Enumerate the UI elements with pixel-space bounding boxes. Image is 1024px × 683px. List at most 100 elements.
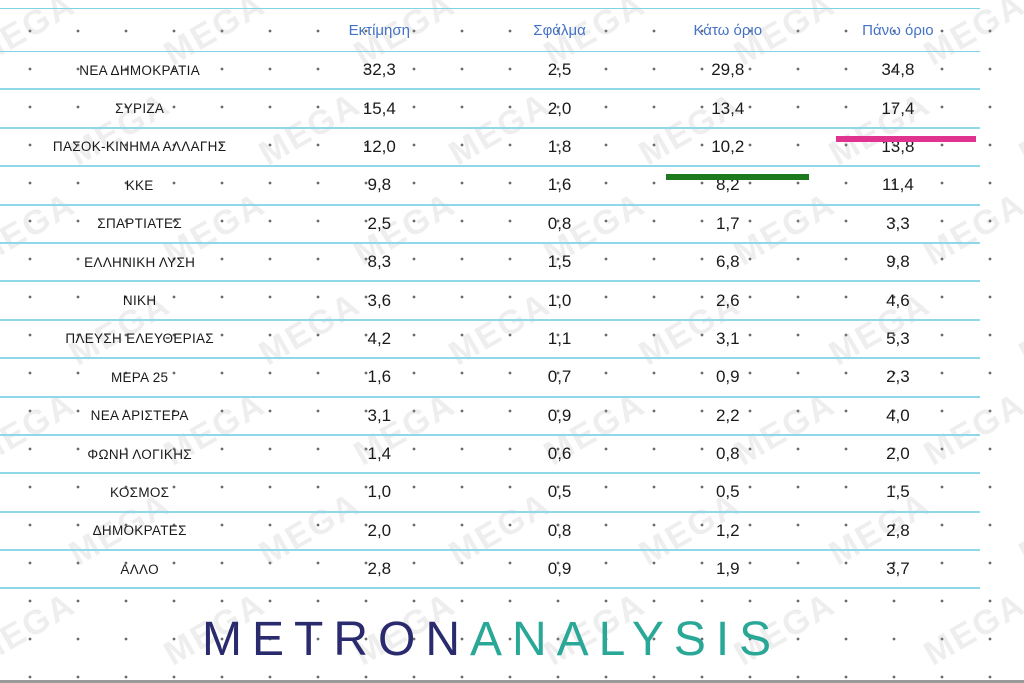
- error-cell: 0,9: [479, 550, 640, 590]
- party-cell: ΚΟΣΜΟΣ: [0, 473, 280, 513]
- error-cell: 1,6: [479, 166, 640, 206]
- error-cell: 0,8: [479, 204, 640, 244]
- lower-bound-cell: 3,1: [639, 319, 816, 360]
- table-row: ΑΛΛΟ 2,8 0,9 1,9 3,7: [0, 550, 980, 590]
- party-cell: ΝΙΚΗ: [0, 281, 280, 321]
- lower-bound-cell: 1,2: [639, 511, 816, 552]
- error-cell: 0,6: [479, 434, 640, 475]
- table-row: ΝΙΚΗ 3,6 1,0 2,6 4,6: [0, 281, 980, 321]
- table-row: ΚΟΣΜΟΣ 1,0 0,5 0,5 1,5: [0, 473, 980, 513]
- lower-bound-cell: 1,9: [639, 550, 816, 590]
- party-cell: ΠΑΣΟΚ-ΚΙΝΗΜΑ ΑΛΛΑΓΗΣ: [0, 127, 280, 168]
- header-upper-bound: Πάνω όριο: [815, 8, 980, 52]
- table-row: ΜΕΡΑ 25 1,6 0,7 0,9 2,3: [0, 358, 980, 398]
- party-cell: ΜΕΡΑ 25: [0, 358, 280, 398]
- table-row: ΝΕΑ ΑΡΙΣΤΕΡΑ 3,1 0,9 2,2 4,0: [0, 396, 980, 436]
- party-cell: ΣΥΡΙΖΑ: [0, 89, 280, 129]
- estimate-cell: 1,4: [279, 434, 480, 475]
- party-cell: ΝΕΑ ΑΡΙΣΤΕΡΑ: [0, 396, 280, 436]
- estimate-cell: 2,5: [279, 204, 480, 244]
- party-cell: ΝΕΑ ΔΗΜΟΚΡΑΤΙΑ: [0, 51, 280, 91]
- party-cell: ΕΛΛΗΝΙΚΗ ΛΥΣΗ: [0, 242, 280, 283]
- upper-bound-cell: 1,5: [815, 473, 980, 513]
- estimate-cell: 32,3: [279, 51, 480, 91]
- table-row: ΠΑΣΟΚ-ΚΙΝΗΜΑ ΑΛΛΑΓΗΣ 12,0 1,8 10,2 13,8: [0, 127, 980, 168]
- logo-analysis-text: ANALYSIS: [469, 613, 782, 666]
- lower-bound-cell: 2,6: [639, 281, 816, 321]
- upper-bound-cell: 17,4: [815, 89, 980, 129]
- estimate-cell: 9,8: [279, 166, 480, 206]
- upper-bound-cell: 4,6: [815, 281, 980, 321]
- upper-bound-cell: 11,4: [815, 166, 980, 206]
- error-cell: 0,7: [479, 358, 640, 398]
- table-row: ΕΛΛΗΝΙΚΗ ΛΥΣΗ 8,3 1,5 6,8 9,8: [0, 242, 980, 283]
- error-cell: 0,8: [479, 511, 640, 552]
- header-error: Σφάλμα: [479, 8, 640, 52]
- lower-bound-cell: 0,5: [639, 473, 816, 513]
- green-underline-marker: [666, 174, 809, 180]
- table-row: ΣΥΡΙΖΑ 15,4 2,0 13,4 17,4: [0, 89, 980, 129]
- table-row: ΣΠΑΡΤΙΑΤΕΣ 2,5 0,8 1,7 3,3: [0, 204, 980, 244]
- lower-bound-cell: 10,2: [639, 127, 816, 168]
- estimate-cell: 8,3: [279, 242, 480, 283]
- upper-bound-cell: 9,8: [815, 242, 980, 283]
- poll-results-table: Εκτίμηση Σφάλμα Κάτω όριο Πάνω όριο ΝΕΑ …: [0, 8, 980, 590]
- error-cell: 1,8: [479, 127, 640, 168]
- estimate-cell: 12,0: [279, 127, 480, 168]
- error-cell: 2,0: [479, 89, 640, 129]
- party-cell: ΦΩΝΗ ΛΟΓΙΚΗΣ: [0, 434, 280, 475]
- party-cell: ΔΗΜΟΚΡΑΤΕΣ: [0, 511, 280, 552]
- pink-underline-marker: [836, 136, 976, 142]
- header-party: [0, 8, 280, 52]
- table-header-row: Εκτίμηση Σφάλμα Κάτω όριο Πάνω όριο: [0, 8, 980, 52]
- party-cell: ΑΛΛΟ: [0, 550, 280, 590]
- upper-bound-cell: 2,3: [815, 358, 980, 398]
- upper-bound-cell: 5,3: [815, 319, 980, 360]
- table-row: ΠΛΕΥΣΗ ΕΛΕΥΘΕΡΙΑΣ 4,2 1,1 3,1 5,3: [0, 319, 980, 360]
- watermark-text: MEGA: [1012, 485, 1024, 574]
- estimate-cell: 1,0: [279, 473, 480, 513]
- party-cell: ΣΠΑΡΤΙΑΤΕΣ: [0, 204, 280, 244]
- error-cell: 2,5: [479, 51, 640, 91]
- table-row: ΝΕΑ ΔΗΜΟΚΡΑΤΙΑ 32,3 2,5 29,8 34,8: [0, 51, 980, 91]
- watermark-text: MEGA: [0, 585, 82, 674]
- party-cell: ΠΛΕΥΣΗ ΕΛΕΥΘΕΡΙΑΣ: [0, 319, 280, 360]
- error-cell: 1,1: [479, 319, 640, 360]
- estimate-cell: 4,2: [279, 319, 480, 360]
- estimate-cell: 15,4: [279, 89, 480, 129]
- logo-metron-text: METRON: [202, 613, 470, 666]
- lower-bound-cell: 8,2: [639, 166, 816, 206]
- lower-bound-cell: 29,8: [639, 51, 816, 91]
- party-cell: ΚΚΕ: [0, 166, 280, 206]
- estimate-cell: 2,8: [279, 550, 480, 590]
- header-lower-bound: Κάτω όριο: [639, 8, 816, 52]
- metron-analysis-logo: METRONANALYSIS: [202, 612, 781, 667]
- error-cell: 0,5: [479, 473, 640, 513]
- error-cell: 0,9: [479, 396, 640, 436]
- lower-bound-cell: 0,8: [639, 434, 816, 475]
- estimate-cell: 1,6: [279, 358, 480, 398]
- upper-bound-cell: 3,3: [815, 204, 980, 244]
- upper-bound-cell: 13,8: [815, 127, 980, 168]
- upper-bound-cell: 2,0: [815, 434, 980, 475]
- bottom-border: [0, 680, 1024, 683]
- watermark-text: MEGA: [1012, 285, 1024, 374]
- estimate-cell: 3,1: [279, 396, 480, 436]
- lower-bound-cell: 13,4: [639, 89, 816, 129]
- error-cell: 1,5: [479, 242, 640, 283]
- estimate-cell: 2,0: [279, 511, 480, 552]
- watermark-text: MEGA: [1012, 85, 1024, 174]
- table-row: ΔΗΜΟΚΡΑΤΕΣ 2,0 0,8 1,2 2,8: [0, 511, 980, 552]
- upper-bound-cell: 2,8: [815, 511, 980, 552]
- error-cell: 1,0: [479, 281, 640, 321]
- lower-bound-cell: 6,8: [639, 242, 816, 283]
- lower-bound-cell: 2,2: [639, 396, 816, 436]
- table-row: ΦΩΝΗ ΛΟΓΙΚΗΣ 1,4 0,6 0,8 2,0: [0, 434, 980, 475]
- table-row: ΚΚΕ 9,8 1,6 8,2 11,4: [0, 166, 980, 206]
- table-body: ΝΕΑ ΔΗΜΟΚΡΑΤΙΑ 32,3 2,5 29,8 34,8 ΣΥΡΙΖΑ 15,4 2…: [0, 51, 980, 590]
- estimate-cell: 3,6: [279, 281, 480, 321]
- header-estimate: Εκτίμηση: [279, 8, 480, 52]
- lower-bound-cell: 0,9: [639, 358, 816, 398]
- upper-bound-cell: 3,7: [815, 550, 980, 590]
- upper-bound-cell: 34,8: [815, 51, 980, 91]
